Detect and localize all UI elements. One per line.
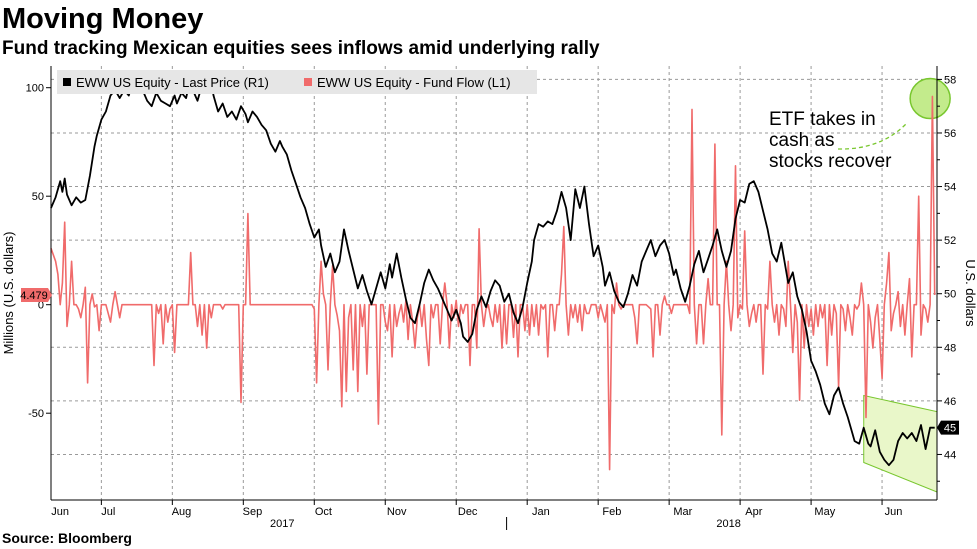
last-value-label-price: 45 xyxy=(944,423,956,435)
y-right-tick-label: 48 xyxy=(944,342,956,354)
x-tick-label: Mar xyxy=(673,506,692,518)
highlight-layer xyxy=(863,77,951,493)
y-right-tick-label: 54 xyxy=(944,182,956,194)
chart-title: Moving Money xyxy=(2,3,204,35)
y-right-tick-label: 50 xyxy=(944,289,956,301)
x-tick-label: May xyxy=(814,506,835,518)
y-right-tick-label: 44 xyxy=(944,449,956,461)
last-value-tag-flow xyxy=(21,287,52,302)
chart-subtitle: Fund tracking Mexican equities sees infl… xyxy=(2,38,600,59)
x-tick-label: Jun xyxy=(885,506,903,518)
series-line-fund-flow xyxy=(50,95,936,471)
x-tick-label: Apr xyxy=(745,506,762,518)
last-value-tag-price xyxy=(937,420,959,435)
last-value-label-flow: 4.479 xyxy=(20,290,48,302)
annotation-connector xyxy=(837,123,907,150)
year-label: 2018 xyxy=(716,518,740,530)
x-tick-label: Jul xyxy=(101,506,115,518)
x-tick-label: Dec xyxy=(458,506,478,518)
y-right-axis-title: U.S. dollars xyxy=(963,259,977,327)
source-note: Source: Bloomberg xyxy=(2,530,132,546)
legend: EWW US Equity - Last Price (R1) EWW US Eq… xyxy=(57,70,537,94)
x-tick-label: Nov xyxy=(387,506,407,518)
annotation-text-line: ETF takes in xyxy=(769,109,876,130)
y-left-tick-label: -50 xyxy=(28,408,44,420)
x-tick-label: Aug xyxy=(172,506,192,518)
annotation-text-line: stocks recover xyxy=(769,151,892,172)
y-left-tick-label: 50 xyxy=(32,191,44,203)
y-right-tick-label: 56 xyxy=(944,128,956,140)
x-tick-label: Sep xyxy=(243,506,263,518)
x-tick-label: Oct xyxy=(315,506,332,518)
annotation-text-line: cash as xyxy=(769,130,834,151)
x-tick-label: Feb xyxy=(602,506,621,518)
legend-label-price: EWW US Equity - Last Price (R1) xyxy=(76,75,269,90)
legend-background xyxy=(57,70,537,94)
legend-swatch-flow xyxy=(304,78,312,86)
x-tick-label: Jun xyxy=(51,506,69,518)
axes-layer: 100 50 0 -50 58 56 54 52 50 48 46 44 Jun Jul Aug Sep Oct… xyxy=(1,66,977,530)
y-right-tick-label: 46 xyxy=(944,396,956,408)
y-left-axis-title: Millions (U.S. dollars) xyxy=(1,232,16,355)
y-left-tick-label: 100 xyxy=(26,83,44,95)
legend-label-flow: EWW US Equity - Fund Flow (L1) xyxy=(317,75,511,90)
legend-swatch-price xyxy=(63,78,71,86)
y-right-tick-label: 52 xyxy=(944,235,956,247)
y-right-tick-label: 58 xyxy=(944,74,956,86)
y-left-tick-label: 0 xyxy=(38,300,44,312)
x-tick-label: Jan xyxy=(532,506,550,518)
highlight-circle xyxy=(909,77,951,120)
year-label: 2017 xyxy=(270,518,294,530)
